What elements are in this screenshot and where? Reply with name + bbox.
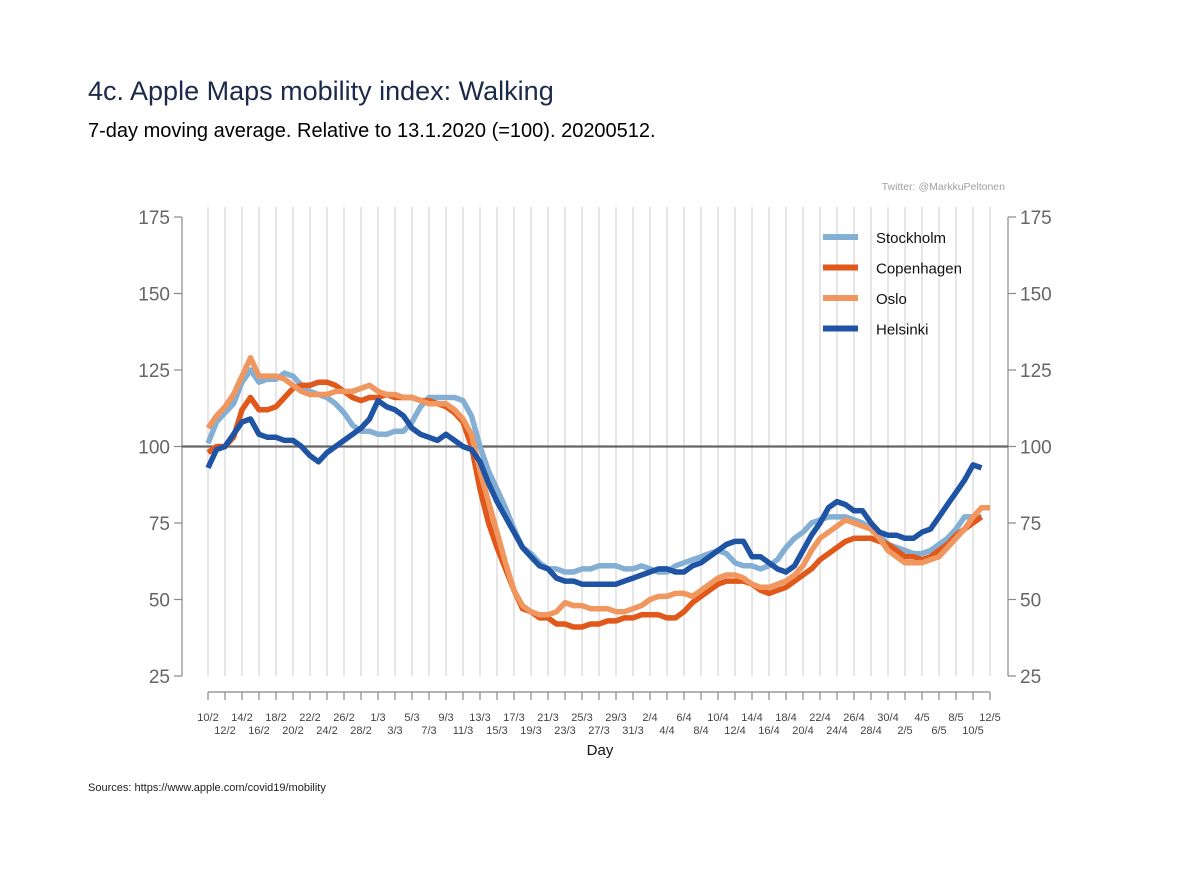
x-tick-label-lower: 12/4 — [724, 725, 745, 737]
x-tick-label-upper: 8/5 — [948, 712, 963, 724]
axes-layer: 25 25 50 50 75 75 100 100 125 125 150 150 175 175 10/2… — [138, 208, 1051, 737]
y-tick-label-left: 75 — [149, 514, 170, 535]
x-tick-label-upper: 9/3 — [438, 712, 453, 724]
x-tick-label-lower: 27/3 — [588, 725, 609, 737]
y-tick-label-right: 75 — [1020, 514, 1041, 535]
x-tick-label-upper: 5/3 — [404, 712, 419, 724]
chart-title: 4c. Apple Maps mobility index: Walking — [88, 76, 554, 106]
x-tick-label-upper: 29/3 — [605, 712, 626, 724]
x-tick-label-upper: 14/2 — [231, 712, 252, 724]
legend-label-helsinki: Helsinki — [876, 322, 929, 339]
y-tick-label-right: 25 — [1020, 667, 1041, 688]
x-tick-label-upper: 6/4 — [676, 712, 691, 724]
x-tick-label-upper: 1/3 — [370, 712, 385, 724]
series-line-helsinki — [205, 397, 983, 587]
legend-label-oslo: Oslo — [876, 291, 907, 308]
legend-label-stockholm: Stockholm — [876, 230, 946, 247]
source-text: Sources: https://www.apple.com/covid19/m… — [88, 782, 326, 794]
series-line-copenhagen — [206, 379, 984, 630]
y-tick-label-left: 25 — [149, 667, 170, 688]
x-tick-label-lower: 16/2 — [248, 725, 269, 737]
x-tick-label-upper: 18/2 — [265, 712, 286, 724]
y-tick-label-left: 50 — [149, 591, 170, 612]
x-tick-label-upper: 26/2 — [333, 712, 354, 724]
x-tick-label-lower: 2/5 — [897, 725, 912, 737]
x-tick-label-upper: 14/4 — [741, 712, 762, 724]
x-tick-label-lower: 24/2 — [316, 725, 337, 737]
x-tick-label-upper: 10/2 — [197, 712, 218, 724]
x-tick-label-lower: 19/3 — [520, 725, 541, 737]
series-layer — [205, 355, 990, 630]
x-tick-label-lower: 23/3 — [554, 725, 575, 737]
x-tick-label-upper: 21/3 — [537, 712, 558, 724]
series-line-stockholm — [205, 367, 982, 575]
x-tick-label-upper: 18/4 — [775, 712, 796, 724]
x-tick-label-lower: 24/4 — [826, 725, 847, 737]
x-tick-label-upper: 12/5 — [979, 712, 1000, 724]
y-tick-label-right: 125 — [1020, 361, 1052, 382]
x-tick-label-lower: 12/2 — [214, 725, 235, 737]
x-tick-label-lower: 6/5 — [931, 725, 946, 737]
credit-text: Twitter: @MarkkuPeltonen — [882, 181, 1005, 193]
y-tick-label-right: 150 — [1020, 285, 1052, 306]
x-tick-label-lower: 3/3 — [387, 725, 402, 737]
x-tick-label-upper: 13/3 — [469, 712, 490, 724]
y-tick-label-right: 50 — [1020, 591, 1041, 612]
x-tick-label-lower: 7/3 — [421, 725, 436, 737]
x-tick-label-upper: 10/4 — [707, 712, 728, 724]
x-tick-label-lower: 20/4 — [792, 725, 813, 737]
x-tick-label-upper: 22/4 — [809, 712, 830, 724]
x-tick-label-lower: 16/4 — [758, 725, 779, 737]
x-tick-label-upper: 17/3 — [503, 712, 524, 724]
y-tick-label-left: 125 — [138, 361, 170, 382]
x-tick-label-upper: 4/5 — [914, 712, 929, 724]
grid-layer — [207, 207, 991, 676]
x-tick-label-upper: 2/4 — [642, 712, 657, 724]
y-tick-label-left: 100 — [138, 438, 170, 459]
y-tick-label-right: 100 — [1020, 438, 1052, 459]
y-tick-label-left: 175 — [138, 208, 170, 229]
x-tick-label-lower: 28/2 — [350, 725, 371, 737]
x-tick-label-upper: 26/4 — [843, 712, 864, 724]
x-tick-label-lower: 31/3 — [622, 725, 643, 737]
y-tick-label-right: 175 — [1020, 208, 1052, 229]
x-tick-label-lower: 8/4 — [693, 725, 708, 737]
legend: Stockholm Copenhagen Oslo Helsinki — [823, 230, 962, 339]
legend-label-copenhagen: Copenhagen — [876, 261, 962, 278]
y-tick-label-left: 150 — [138, 285, 170, 306]
x-tick-label-lower: 10/5 — [962, 725, 983, 737]
chart-subtitle: 7-day moving average. Relative to 13.1.2… — [88, 120, 656, 142]
x-tick-label-upper: 25/3 — [571, 712, 592, 724]
x-tick-label-upper: 30/4 — [877, 712, 898, 724]
x-tick-label-lower: 28/4 — [860, 725, 881, 737]
x-tick-label-lower: 20/2 — [282, 725, 303, 737]
x-tick-label-upper: 22/2 — [299, 712, 320, 724]
x-tick-label-lower: 15/3 — [486, 725, 507, 737]
x-tick-label-lower: 11/3 — [453, 725, 474, 737]
x-tick-label-lower: 4/4 — [659, 725, 674, 737]
x-axis-title: Day — [587, 742, 614, 759]
series-line-oslo — [205, 355, 990, 618]
